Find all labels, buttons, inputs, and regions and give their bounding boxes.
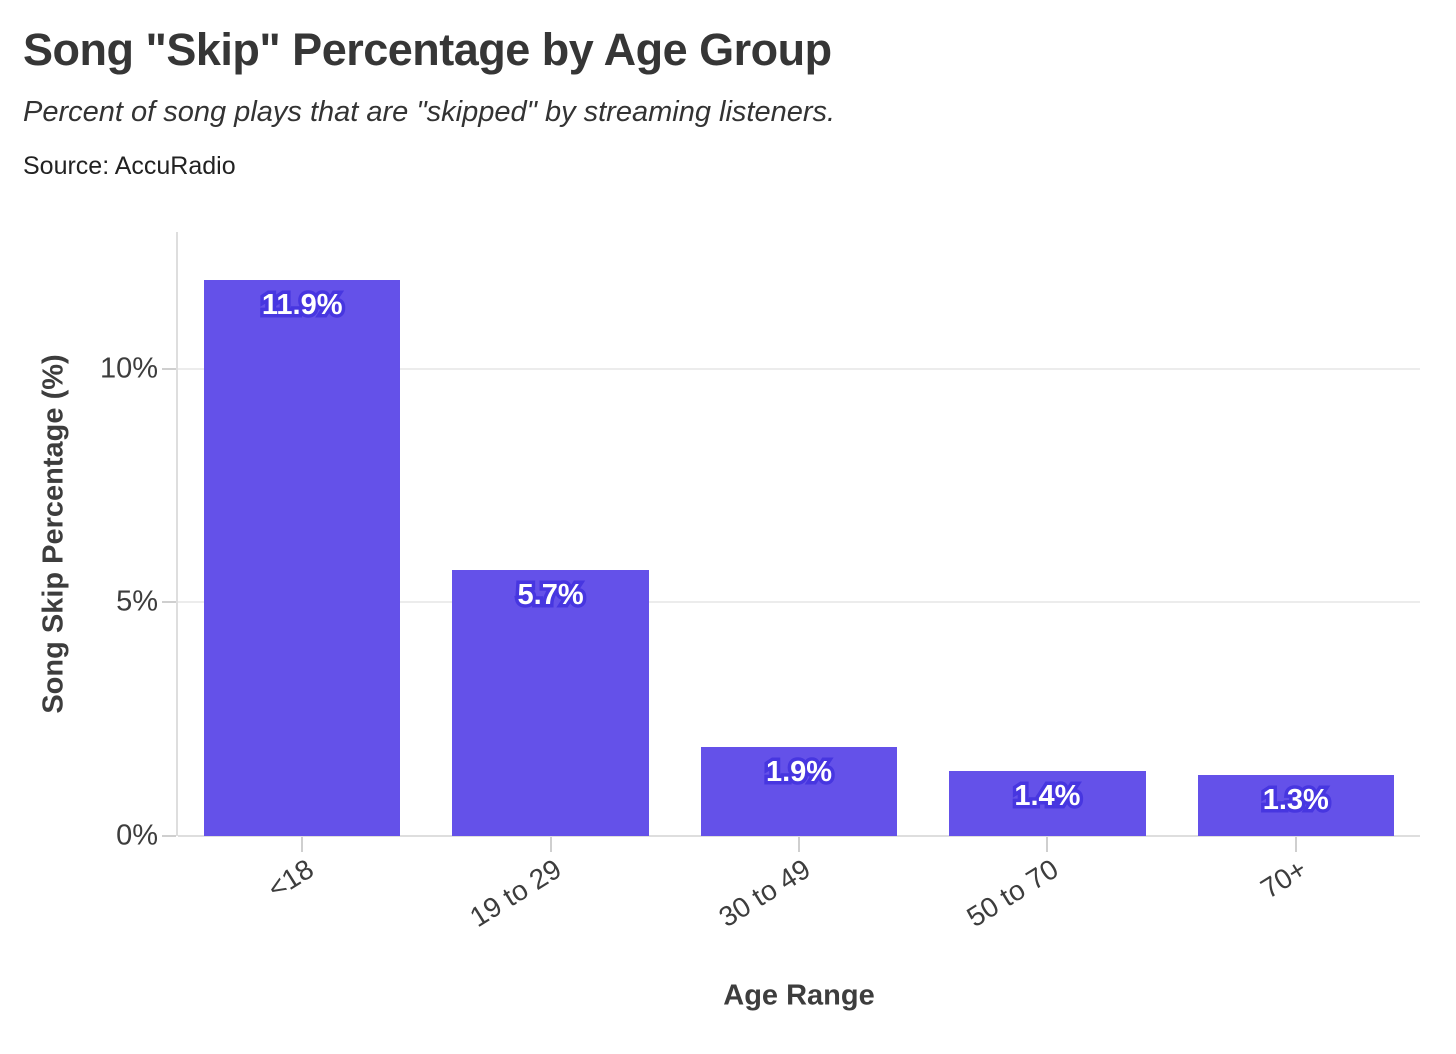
x-axis-title: Age Range (723, 979, 875, 1012)
bar-value-label: 11.9% 11.9% (204, 286, 400, 324)
chart-source: Source: AccuRadio (23, 152, 236, 180)
bar-50-to-70 (949, 770, 1146, 836)
bar-value-label-outline: 5.7% (514, 576, 587, 614)
bar-value-label-outline: 1.9% (762, 753, 835, 791)
x-tick-1 (549, 837, 552, 852)
x-tick-3 (1046, 837, 1049, 852)
bar-19-to-29 (452, 569, 649, 836)
y-tick-label-5: 5% (116, 585, 158, 618)
y-tick-5 (162, 601, 176, 604)
bar-value-label-text: 1.4% (1014, 779, 1081, 812)
x-tick-label-4: 70+ (976, 853, 1313, 904)
gridline-10 (178, 367, 1420, 370)
bar-value-label-outline: 11.9% (258, 286, 346, 324)
x-tick-label-text: 70+ (1255, 853, 1313, 905)
bar-<18 (204, 280, 401, 836)
bar-value-label-text: 1.9% (765, 756, 833, 789)
bar-value-label-outline: 1.4% (1011, 777, 1084, 815)
bar-value-label-outline: 1.3% (1259, 781, 1332, 819)
gridline-5 (178, 601, 1420, 604)
y-tick-0 (162, 835, 176, 837)
y-axis-title: Song Skip Percentage (%) (37, 354, 70, 714)
bar-value-label-text: 11.9% (261, 289, 343, 322)
chart-subtitle: Percent of song plays that are "skipped"… (23, 96, 836, 128)
bar-value-label-text: 5.7% (517, 578, 584, 611)
y-tick-10 (162, 367, 176, 370)
bar-value-label: 1.3% 1.3% (1198, 781, 1394, 819)
x-tick-2 (798, 837, 800, 852)
bar-value-label: 1.9% 1.9% (701, 753, 897, 791)
bar-value-label: 1.4% 1.4% (949, 777, 1145, 815)
bar-value-label: 5.7% 5.7% (452, 576, 648, 614)
y-tick-label-0: 0% (116, 819, 158, 852)
x-axis-line (178, 835, 1420, 837)
bar-value-label-text: 1.3% (1262, 784, 1329, 817)
bar-70+ (1197, 775, 1394, 836)
y-axis-line (176, 232, 178, 836)
x-tick-4 (1294, 837, 1297, 852)
chart-title: Song "Skip" Percentage by Age Group (23, 24, 832, 75)
y-tick-label-10: 10% (99, 352, 158, 385)
x-tick-0 (301, 837, 304, 852)
bar-30-to-49 (700, 747, 898, 836)
